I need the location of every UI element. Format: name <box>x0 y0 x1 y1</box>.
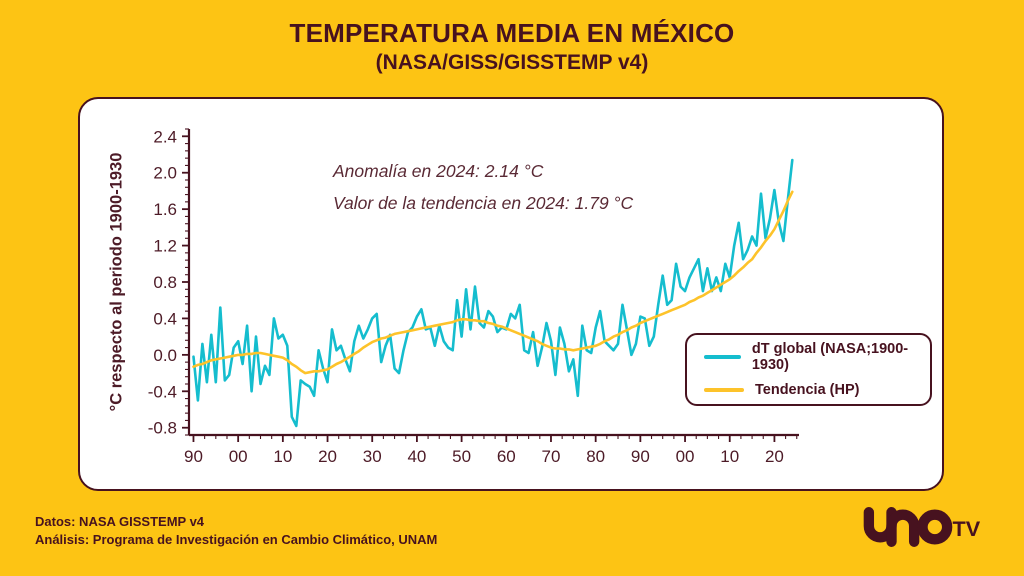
svg-text:0.0: 0.0 <box>153 346 177 365</box>
svg-text:-0.4: -0.4 <box>148 382 177 401</box>
svg-text:60: 60 <box>497 447 516 466</box>
svg-text:90: 90 <box>184 447 203 466</box>
legend-label-dt-global: dT global (NASA;1900-1930) <box>751 341 909 373</box>
legend-item-dt-global: dT global (NASA;1900-1930) <box>704 341 930 373</box>
legend-swatch-trend <box>704 388 744 392</box>
chart-legend: dT global (NASA;1900-1930) Tendencia (HP… <box>685 333 932 406</box>
chart-annotations: Anomalía en 2024: 2.14 °C Valor de la te… <box>333 161 633 225</box>
header: TEMPERATURA MEDIA EN MÉXICO (NASA/GISS/G… <box>0 18 1024 75</box>
svg-text:2.0: 2.0 <box>153 164 177 183</box>
annotation-anomaly-2024: Anomalía en 2024: 2.14 °C <box>333 161 544 181</box>
chart-card: 90 00 10 20 30 40 50 60 70 80 90 00 10 20 -0.8 -0.4 0.0 0… <box>78 97 944 491</box>
svg-text:80: 80 <box>586 447 605 466</box>
legend-item-trend: Tendencia (HP) <box>704 382 930 398</box>
svg-text:00: 00 <box>676 447 695 466</box>
svg-text:10: 10 <box>273 447 292 466</box>
svg-text:20: 20 <box>765 447 784 466</box>
svg-text:2.4: 2.4 <box>153 127 177 146</box>
svg-text:1.2: 1.2 <box>153 237 177 256</box>
legend-label-trend: Tendencia (HP) <box>755 382 860 398</box>
temperature-anomaly-chart: 90 00 10 20 30 40 50 60 70 80 90 00 10 20 -0.8 -0.4 0.0 0… <box>148 127 799 466</box>
svg-text:90: 90 <box>631 447 650 466</box>
svg-text:70: 70 <box>542 447 561 466</box>
logo-letter-n <box>886 509 920 547</box>
footer-analysis-source: Análisis: Programa de Investigación en C… <box>35 532 438 547</box>
page-title: TEMPERATURA MEDIA EN MÉXICO <box>289 18 735 48</box>
svg-text:40: 40 <box>407 447 426 466</box>
svg-text:0.4: 0.4 <box>153 309 177 328</box>
svg-text:0.8: 0.8 <box>153 273 177 292</box>
legend-swatch-dt-global <box>704 355 741 359</box>
svg-text:50: 50 <box>452 447 471 466</box>
svg-text:10: 10 <box>720 447 739 466</box>
footer-data-source: Datos: NASA GISSTEMP v4 <box>35 514 205 529</box>
footer-credits: Datos: NASA GISSTEMP v4 Análisis: Progra… <box>35 513 437 549</box>
svg-text:30: 30 <box>363 447 382 466</box>
y-axis-label: °C respecto al periodo 1900-1930 <box>107 152 126 412</box>
svg-text:20: 20 <box>318 447 337 466</box>
unotv-logo: TV <box>863 507 981 547</box>
svg-text:00: 00 <box>229 447 248 466</box>
page-subtitle: (NASA/GISS/GISSTEMP v4) <box>375 51 649 74</box>
annotation-trend-2024: Valor de la tendencia en 2024: 1.79 °C <box>333 193 634 213</box>
logo-tv-text: TV <box>953 516 981 541</box>
logo-letter-o <box>917 509 953 545</box>
svg-text:1.6: 1.6 <box>153 200 177 219</box>
svg-text:-0.8: -0.8 <box>148 419 177 438</box>
